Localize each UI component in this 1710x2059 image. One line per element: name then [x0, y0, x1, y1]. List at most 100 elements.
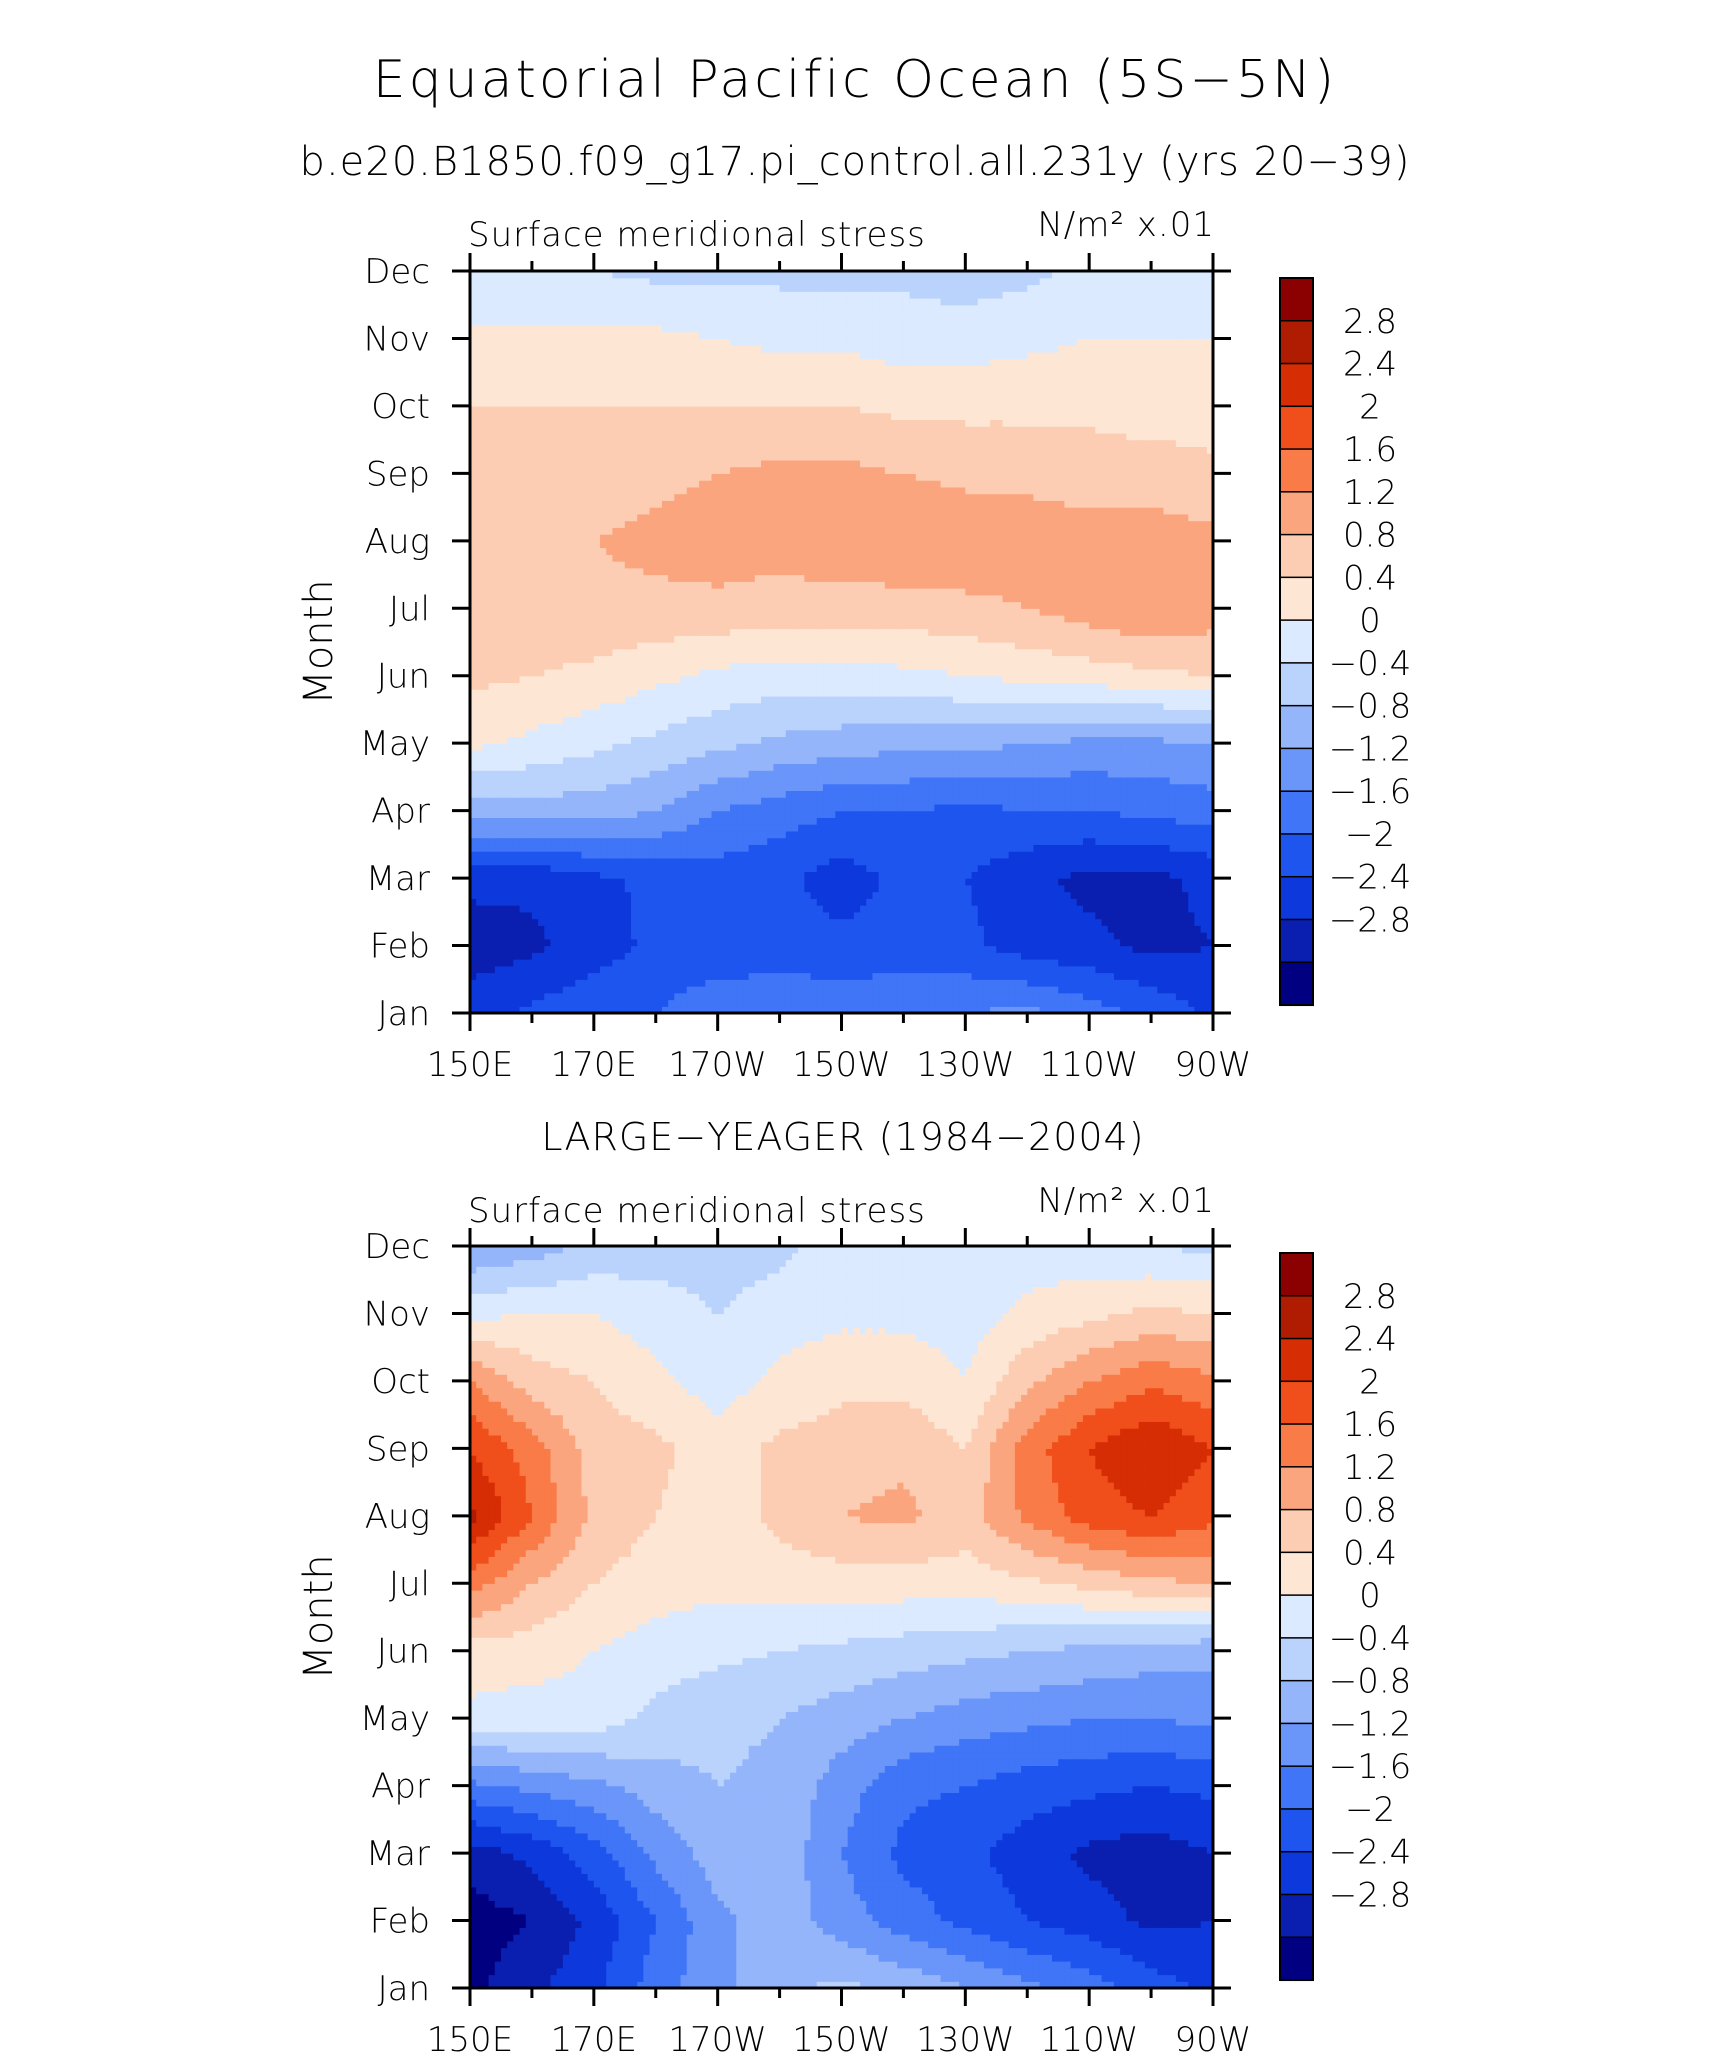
heatmap-cell — [569, 898, 576, 906]
heatmap-cell — [946, 871, 954, 879]
heatmap-cell — [668, 749, 675, 758]
heatmap-cell — [500, 878, 508, 886]
heatmap-cell — [723, 810, 731, 818]
heatmap-cell — [971, 884, 979, 893]
heatmap-cell — [1107, 871, 1115, 879]
heatmap-cell — [779, 790, 787, 798]
heatmap-cell — [1082, 837, 1090, 845]
heatmap-cell — [1089, 999, 1096, 1007]
heatmap-cell — [1076, 776, 1084, 785]
heatmap-cell — [1095, 898, 1103, 906]
heatmap-cell — [513, 979, 521, 987]
heatmap-cell — [1082, 965, 1090, 974]
heatmap-cell — [692, 965, 700, 974]
heatmap-cell — [1144, 749, 1152, 758]
heatmap-cell — [680, 979, 688, 987]
heatmap-cell — [1021, 783, 1028, 791]
heatmap-cell — [915, 891, 923, 899]
heatmap-cell — [872, 905, 880, 913]
heatmap-cell — [1200, 992, 1208, 1001]
heatmap-cell — [519, 884, 527, 893]
heatmap-cell — [946, 979, 954, 987]
heatmap-cell — [1182, 891, 1189, 899]
heatmap-cell — [1169, 938, 1177, 947]
heatmap-cell — [544, 898, 552, 906]
heatmap-cell — [1082, 770, 1090, 778]
heatmap-cell — [928, 878, 935, 886]
heatmap-cell — [593, 878, 601, 886]
heatmap-cell — [1175, 770, 1183, 778]
heatmap-cell — [531, 898, 539, 906]
heatmap-cell — [1206, 945, 1214, 953]
heatmap-cell — [767, 817, 774, 825]
heatmap-cell — [1052, 992, 1059, 1001]
heatmap-cell — [655, 878, 663, 886]
heatmap-cell — [711, 911, 719, 920]
heatmap-cell — [544, 905, 552, 913]
heatmap-cell — [1157, 756, 1165, 765]
heatmap-cell — [1175, 864, 1183, 872]
heatmap-cell — [872, 986, 880, 994]
heatmap-cell — [624, 824, 632, 832]
heatmap-cell — [785, 918, 793, 926]
heatmap-cell — [538, 803, 545, 812]
heatmap-cell — [767, 851, 774, 859]
heatmap-cell — [1144, 763, 1152, 771]
heatmap-cell — [1188, 992, 1196, 1001]
heatmap-cell — [1169, 797, 1177, 805]
heatmap-cell — [959, 749, 966, 758]
heatmap-cell — [754, 851, 762, 859]
heatmap-cell — [668, 918, 675, 926]
heatmap-cell — [822, 938, 830, 947]
heatmap-cell — [569, 790, 576, 798]
heatmap-cell — [1107, 749, 1115, 758]
heatmap-cell — [1076, 844, 1084, 852]
heatmap-cell — [872, 979, 880, 987]
heatmap-cell — [909, 857, 917, 866]
heatmap-cell — [1113, 763, 1121, 771]
heatmap-cell — [513, 736, 521, 744]
heatmap-cell — [525, 999, 533, 1007]
heatmap-cell — [1002, 817, 1010, 825]
heatmap-cell — [791, 729, 799, 738]
heatmap-cell — [661, 857, 669, 866]
heatmap-cell — [921, 972, 929, 980]
heatmap-cell — [1002, 884, 1010, 893]
heatmap-cell — [779, 945, 787, 953]
heatmap-cell — [736, 851, 744, 859]
heatmap-cell — [1163, 736, 1171, 744]
heatmap-cell — [1039, 857, 1047, 866]
heatmap-cell — [1175, 817, 1183, 825]
heatmap-cell — [1113, 979, 1121, 987]
heatmap-cell — [884, 959, 892, 967]
heatmap-cell — [940, 932, 948, 940]
heatmap-cell — [971, 837, 979, 845]
heatmap-cell — [915, 851, 923, 859]
heatmap-cell — [674, 999, 682, 1007]
heatmap-cell — [1182, 938, 1189, 947]
heatmap-cell — [600, 749, 607, 758]
heatmap-cell — [971, 952, 979, 960]
heatmap-cell — [977, 756, 985, 765]
heatmap-cell — [692, 891, 700, 899]
heatmap-cell — [649, 776, 657, 785]
heatmap-cell — [630, 891, 638, 899]
heatmap-cell — [1021, 803, 1028, 812]
heatmap-cell — [587, 776, 595, 785]
heatmap-cell — [829, 945, 836, 953]
heatmap-cell — [872, 824, 880, 832]
heatmap-cell — [1070, 830, 1078, 839]
heatmap-cell — [996, 857, 1004, 866]
heatmap-cell — [705, 1006, 713, 1014]
heatmap-cell — [1107, 938, 1115, 947]
heatmap-cell — [897, 932, 905, 940]
heatmap-cell — [835, 918, 843, 926]
heatmap-cell — [624, 945, 632, 953]
heatmap-cell — [1206, 891, 1214, 899]
heatmap-cell — [531, 851, 539, 859]
heatmap-cell — [699, 790, 706, 798]
heatmap-cell — [600, 918, 607, 926]
heatmap-cell — [829, 803, 836, 812]
heatmap-cell — [500, 938, 508, 947]
heatmap-cell — [581, 992, 589, 1001]
